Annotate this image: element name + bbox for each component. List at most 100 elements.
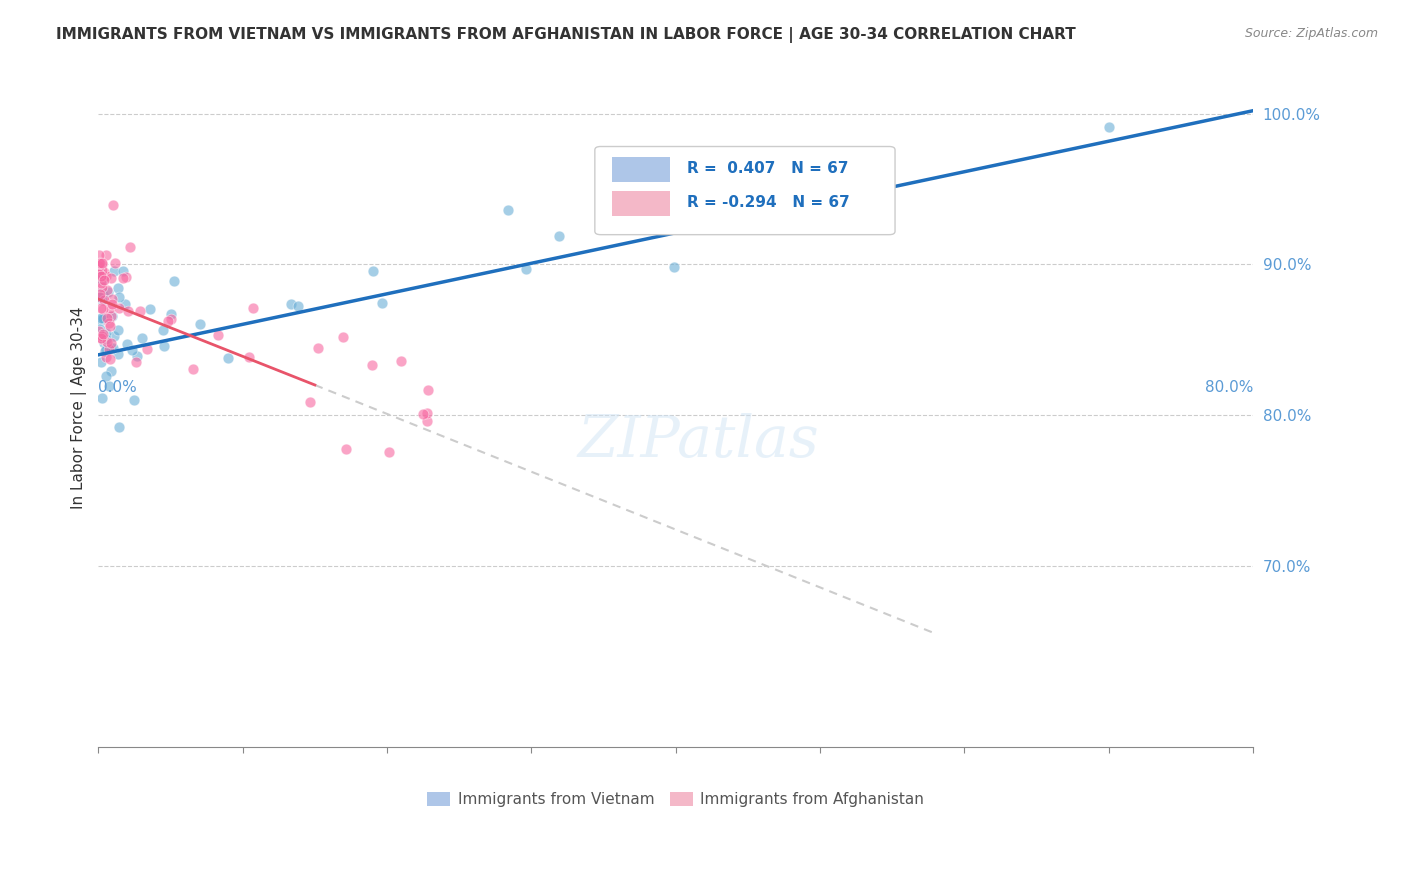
Point (98, 318, 121, 333)
Point (90, 331, 112, 345)
Point (96, 334, 118, 349)
Point (416, 383, 439, 397)
Point (89, 287, 111, 301)
Point (90, 311, 112, 326)
Point (90, 273, 112, 287)
Point (96, 248, 118, 262)
Text: IMMIGRANTS FROM VIETNAM VS IMMIGRANTS FROM AFGHANISTAN IN LABOR FORCE | AGE 30-3: IMMIGRANTS FROM VIETNAM VS IMMIGRANTS FR… (56, 27, 1076, 43)
Point (128, 303, 150, 318)
Point (188, 317, 211, 331)
Point (96, 342, 118, 356)
Point (160, 307, 183, 321)
Point (789, 194, 811, 208)
Point (94, 326, 117, 341)
Point (90, 301, 112, 315)
Point (152, 323, 174, 337)
Point (104, 255, 127, 269)
Point (91, 287, 114, 301)
Point (152, 339, 174, 353)
Point (93, 293, 115, 308)
Point (89, 266, 111, 280)
Point (89, 259, 111, 273)
Point (100, 364, 122, 378)
Point (90, 329, 112, 343)
Point (90, 269, 112, 284)
Point (117, 304, 139, 318)
Point (91, 311, 114, 326)
Point (103, 329, 125, 343)
Point (125, 349, 148, 363)
Point (115, 269, 138, 284)
Bar (612, 191, 669, 217)
Point (242, 301, 264, 316)
Point (115, 336, 138, 351)
Point (90, 276, 112, 290)
Point (91, 391, 114, 405)
Point (160, 312, 183, 326)
Text: 0.0%: 0.0% (98, 381, 138, 395)
Point (90, 263, 112, 277)
Point (90, 256, 112, 270)
Point (94, 343, 117, 358)
Point (332, 330, 354, 344)
Point (136, 342, 159, 356)
Point (98, 342, 121, 356)
Point (89, 312, 111, 326)
Point (389, 353, 412, 368)
Point (89, 256, 111, 270)
Point (103, 197, 125, 211)
Point (97, 285, 120, 300)
FancyBboxPatch shape (595, 146, 896, 235)
Point (121, 343, 143, 357)
Point (91, 310, 114, 325)
Point (157, 314, 180, 328)
Point (361, 358, 384, 372)
Point (101, 341, 124, 355)
Point (98, 301, 121, 315)
Point (111, 271, 134, 285)
Point (91, 333, 114, 347)
Point (662, 260, 685, 275)
Point (769, 171, 792, 186)
Point (114, 296, 136, 310)
Point (125, 355, 148, 369)
Point (89, 290, 111, 304)
Point (498, 203, 520, 218)
Point (1098, 120, 1121, 135)
Point (96, 332, 118, 346)
Text: Source: ZipAtlas.com: Source: ZipAtlas.com (1244, 27, 1378, 40)
Point (94, 368, 117, 383)
Point (100, 335, 122, 350)
Point (87, 256, 110, 270)
Point (287, 300, 309, 314)
Text: 80.0%: 80.0% (1205, 381, 1253, 395)
Point (181, 362, 204, 376)
Point (131, 331, 153, 345)
Point (758, 194, 780, 208)
Point (91, 280, 114, 294)
Point (112, 264, 135, 278)
Point (100, 342, 122, 356)
Point (98, 352, 121, 367)
Point (238, 350, 260, 364)
Point (100, 270, 122, 285)
Point (87, 324, 110, 338)
Point (94, 350, 117, 364)
Point (741, 178, 763, 193)
Point (93, 335, 115, 350)
Text: R =  0.407   N = 67: R = 0.407 N = 67 (688, 161, 849, 177)
Text: ZIPatlas: ZIPatlas (578, 413, 820, 470)
Point (107, 346, 129, 360)
Point (371, 296, 394, 310)
Point (96, 268, 118, 283)
Point (96, 283, 118, 297)
Point (415, 414, 437, 428)
Point (93, 273, 115, 287)
Point (163, 274, 186, 288)
Point (91, 311, 114, 326)
Point (207, 327, 229, 342)
Point (91, 327, 114, 342)
Point (361, 264, 384, 278)
Point (217, 351, 239, 366)
Point (298, 395, 321, 409)
